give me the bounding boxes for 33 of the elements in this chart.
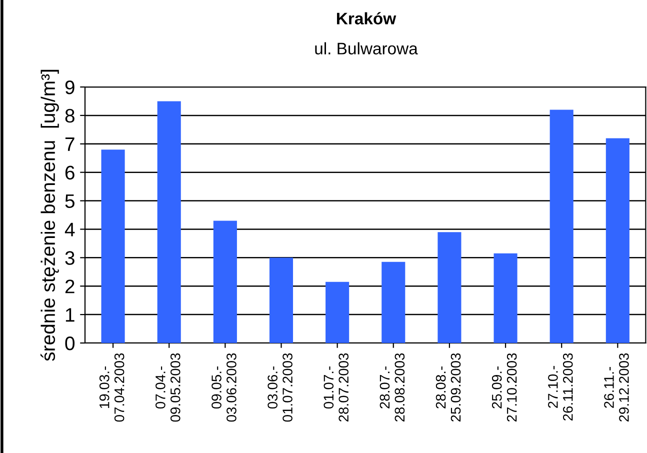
x-tick-label: 01.07.- 28.07.2003 — [324, 353, 349, 422]
x-tick-label: 25.09.- 27.10.2003 — [492, 353, 517, 422]
y-axis-title: średnie stężenie benzenu [ug/m³] — [40, 70, 59, 361]
y-tick-label: 4 — [64, 222, 75, 236]
bar — [438, 232, 462, 343]
x-tick-label: 26.11.- 29.12.2003 — [604, 353, 629, 422]
y-tick-label: 1 — [66, 308, 74, 322]
x-tick-label: 28.08.- 25.09.2003 — [436, 353, 461, 422]
y-tick-label: 5 — [65, 194, 74, 208]
y-tick-label: 9 — [65, 80, 74, 94]
chart-subtitle: ul. Bulwarowa — [315, 42, 418, 54]
bar — [157, 101, 181, 343]
y-tick-label: 0 — [65, 336, 75, 350]
bar — [213, 220, 237, 343]
y-tick-label: 3 — [65, 251, 74, 265]
y-tick-label: 2 — [65, 280, 74, 294]
y-tick-label: 8 — [65, 108, 74, 123]
chart-title: Kraków — [337, 12, 396, 24]
x-tick-label: 03.06.- 01.07.2003 — [268, 353, 292, 422]
bar — [101, 150, 125, 343]
x-tick-label: 19.03.- 07.04.2003 — [99, 353, 124, 422]
bar — [606, 138, 630, 343]
x-tick-label: 28.07.- 28.08.2003 — [380, 353, 405, 422]
y-tick-label: 7 — [65, 138, 74, 151]
x-tick-label: 07.04.- 09.05.2003 — [156, 353, 180, 422]
x-tick-label: 27.10.- 26.11.2003 — [548, 353, 573, 421]
y-tick-label: 6 — [65, 166, 74, 180]
bar — [550, 110, 574, 343]
bar — [382, 262, 406, 343]
bar — [326, 282, 350, 343]
bar — [269, 258, 294, 343]
x-tick-label: 09.05.- 03.06.2003 — [212, 353, 236, 422]
bar — [494, 253, 518, 343]
